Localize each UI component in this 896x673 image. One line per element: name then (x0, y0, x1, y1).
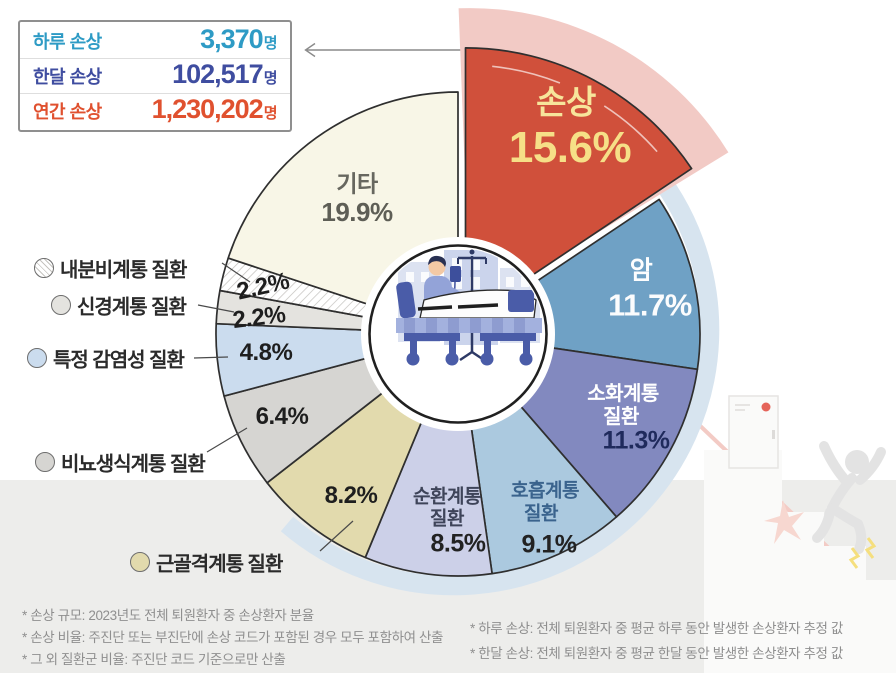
stats-label: 하루 손상 (33, 32, 102, 52)
slice-label-sunhwan: 질환 (430, 508, 464, 530)
stats-value: 1,230,202 (151, 94, 264, 124)
injury-stats-box: 하루 손상 3,370 명 한달 손상 102,517 명 연간 손상 1,23… (18, 20, 292, 132)
stairs-shape (704, 450, 896, 673)
legend-label-binyo: 비뇨생식계통 질환 (61, 453, 206, 476)
arrow-to-stats-box-icon (304, 42, 470, 58)
stats-value: 3,370 (200, 24, 264, 54)
stats-unit: 명 (263, 35, 278, 52)
legend-swatch-naebunbi (34, 258, 54, 278)
slice-label-sonsang: 손상 (536, 83, 596, 121)
slice-pct-sohwa: 11.3% (602, 426, 670, 455)
slice-pct-binyo: 6.4% (255, 403, 309, 430)
falling-person-icon (812, 441, 886, 554)
footnote-right-1: * 하루 손상: 전체 퇴원환자 중 평균 하루 동안 발생한 손상환자 추정 … (470, 621, 843, 636)
staircase-illustration (692, 395, 896, 673)
slice-pct-gita: 19.9% (321, 197, 393, 227)
slice-label-hoheup: 호흡계통 (511, 480, 579, 502)
slice-pct-sunhwan: 8.5% (430, 529, 486, 558)
slice-label-am: 암 (629, 256, 653, 285)
stats-row-monthly: 한달 손상 102,517 명 (20, 58, 290, 93)
slice-pct-singyeong: 2.2% (231, 300, 287, 335)
slice-highlight-arc (492, 65, 665, 161)
legend-label-singyeong: 신경계통 질환 (77, 296, 187, 319)
door-icon (728, 395, 779, 469)
legend-swatch-teukjeong (27, 348, 47, 368)
stats-label: 연간 손상 (33, 102, 102, 122)
stats-label: 한달 손상 (33, 67, 102, 87)
slice-pct-teukjeong: 4.8% (239, 339, 293, 366)
pie-slice-sonsang (464, 47, 693, 321)
legend-swatch-binyo (35, 452, 55, 472)
lightning-bolts-icon (848, 537, 877, 569)
stats-unit: 명 (263, 105, 278, 122)
slice-pct-sonsang: 15.6% (508, 123, 632, 172)
stats-unit: 명 (263, 70, 278, 87)
legend-label-naebunbi: 내분비계통 질환 (60, 259, 187, 282)
legend-label-teukjeong: 특정 감염성 질환 (53, 349, 185, 372)
slice-label-sohwa: 소화계통 (587, 383, 659, 405)
slice-pct-am: 11.7% (608, 287, 692, 323)
footnote-left-3: * 그 외 질환군 비율: 주진단 코드 기준으로만 산출 (22, 652, 286, 667)
slice-pct-geungolgyeok: 8.2% (324, 482, 378, 509)
legend-swatch-geungolgyeok (130, 552, 150, 572)
stats-value: 102,517 (172, 59, 264, 89)
legend-swatch-singyeong (51, 295, 71, 315)
legend-label-geungolgyeok: 근골격계통 질환 (156, 553, 283, 576)
center-illustration-patient-bed (361, 237, 555, 431)
impact-burst-icon (764, 500, 804, 544)
stats-row-daily: 하루 손상 3,370 명 (20, 24, 290, 58)
footnote-left-2: * 손상 비율: 주진단 또는 부진단에 손상 코드가 포함된 경우 모두 포함… (22, 630, 444, 645)
pie-halo-ring (280, 156, 720, 596)
slice-label-gita: 기타 (336, 170, 378, 197)
legend-leader-lines (193, 262, 354, 552)
footnote-left-1: * 손상 규모: 2023년도 전체 퇴원환자 중 손상환자 분율 (22, 608, 314, 623)
slice-label-sohwa: 질환 (603, 406, 639, 428)
slice-label-sunhwan: 순환계통 (413, 486, 481, 508)
stats-row-yearly: 연간 손상 1,230,202 명 (20, 93, 290, 128)
footnote-right-2: * 한달 손상: 전체 퇴원환자 중 평균 한달 동안 발생한 손상환자 추정 … (470, 646, 843, 661)
slice-pct-hoheup: 9.1% (521, 530, 577, 559)
slice-label-hoheup: 질환 (524, 503, 558, 525)
